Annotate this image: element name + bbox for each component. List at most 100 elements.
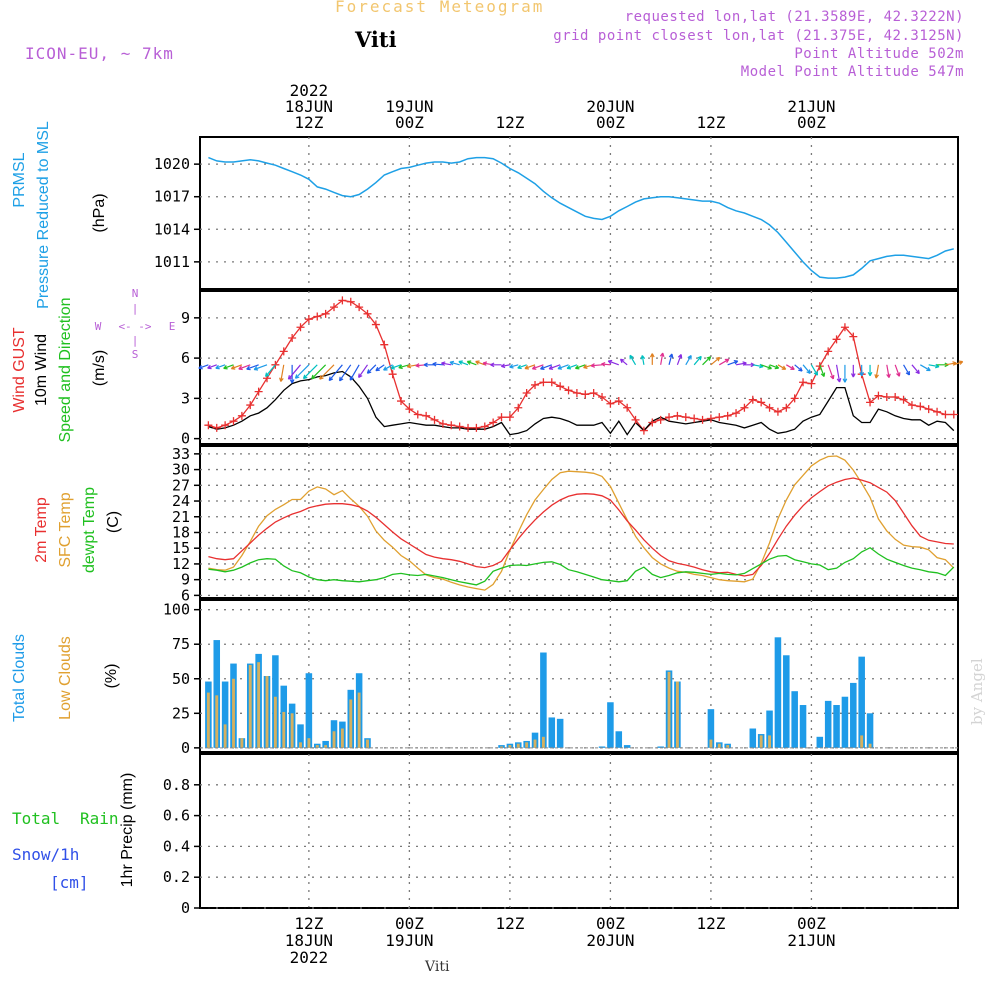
compass-e: E	[169, 320, 176, 333]
wind-arrow	[810, 364, 819, 376]
wind-arrow	[198, 364, 209, 370]
low-cloud-bar	[324, 745, 328, 748]
wind-gust-title: Wind GUST	[11, 327, 28, 413]
wind-arrow	[676, 354, 683, 366]
wind-arrow	[449, 360, 460, 366]
bottom-time-label: 18JUN	[285, 931, 333, 950]
wind-arrow	[619, 358, 628, 366]
precip-legend-total: Total	[12, 809, 60, 828]
gust-marker	[539, 378, 548, 387]
panel-frame	[199, 753, 959, 909]
gust-marker	[212, 423, 221, 432]
low-cloud-bar	[232, 678, 235, 748]
temp-sfc-title: SFC Temp	[57, 492, 74, 567]
wind-arrow	[911, 364, 920, 375]
gust-marker	[422, 411, 431, 420]
gust-marker	[581, 390, 590, 399]
precip-legend-unit: [cm]	[50, 873, 89, 892]
gust-marker	[941, 410, 950, 419]
gust-marker	[430, 415, 439, 424]
gust-marker	[480, 422, 489, 431]
gust-marker	[740, 403, 749, 412]
wind-arrow	[886, 364, 891, 378]
grid-point-location: grid point closest lon,lat (21.375E, 42.…	[553, 28, 964, 44]
series-line-temp2m	[208, 477, 954, 577]
low-cloud-bar	[332, 731, 336, 748]
gust-marker	[246, 401, 255, 410]
y-tick-label: 1020	[154, 155, 190, 173]
wind-arrow	[894, 364, 901, 377]
wind-arrow	[601, 361, 611, 367]
low-cloud-bar	[240, 738, 244, 748]
wind-arrow	[432, 361, 443, 367]
gust-marker	[773, 407, 782, 416]
gust-marker	[455, 422, 464, 431]
panel-frame	[199, 599, 959, 753]
wind-arrow	[264, 364, 276, 378]
gust-marker	[715, 413, 724, 422]
wind-arrow	[827, 364, 835, 380]
gust-marker	[338, 296, 347, 305]
wind-arrow	[338, 364, 352, 382]
total-cloud-bar	[607, 702, 614, 748]
panel-frame	[199, 136, 959, 290]
wind-title: 10m Wind	[33, 334, 50, 406]
gust-marker	[891, 393, 900, 402]
gust-marker	[916, 402, 925, 411]
gust-marker	[606, 399, 615, 408]
gust-marker	[614, 397, 623, 406]
gust-marker	[229, 417, 238, 426]
wind-arrow	[867, 364, 873, 377]
bottom-time-label: 19JUN	[385, 931, 433, 950]
wind-arrow	[850, 364, 856, 378]
gust-marker	[631, 415, 640, 424]
wind-arrow	[466, 360, 477, 366]
low-cloud-bar	[860, 735, 864, 748]
pressure-title-2: Pressure Reduced to MSL	[35, 121, 52, 309]
low-cloud-bar	[349, 699, 353, 748]
y-tick-label: 24	[172, 492, 190, 510]
gust-marker	[765, 403, 774, 412]
bottom-time-label: 12Z	[294, 914, 323, 933]
compass-w: W	[95, 320, 102, 333]
wind-arrow	[358, 364, 369, 379]
wind-arrow	[640, 355, 646, 365]
y-tick-label: 9	[181, 309, 190, 327]
gust-marker	[237, 411, 246, 420]
wind-arrow	[727, 360, 739, 366]
y-tick-label: 0.6	[163, 807, 190, 825]
model-point-altitude: Model Point Altitude 547m	[740, 64, 964, 80]
wind-arrow	[668, 353, 674, 365]
y-tick-label: 27	[172, 476, 190, 494]
top-time-label: 21JUN	[787, 97, 835, 116]
wind-arrow	[500, 363, 511, 369]
compass-ew-glyph: <- ->	[118, 320, 151, 333]
top-time-label: 19JUN	[385, 97, 433, 116]
wind-arrow	[928, 363, 940, 369]
wind-arrow	[874, 364, 880, 379]
gust-marker	[279, 347, 288, 356]
gust-marker	[447, 421, 456, 430]
low-cloud-bar	[768, 735, 771, 748]
total-cloud-bar	[548, 717, 556, 748]
total-cloud-bar	[850, 682, 857, 748]
gust-marker	[648, 418, 657, 427]
wind-arrow	[328, 364, 343, 382]
station-footer: Viti	[425, 959, 450, 975]
low-cloud-bar	[282, 711, 286, 748]
gust-marker	[296, 323, 305, 332]
wind-arrow	[375, 364, 385, 372]
wind-arrow	[475, 360, 485, 366]
wind-arrow	[760, 364, 772, 370]
gust-marker	[933, 407, 942, 416]
precip-title: 1hr Precip (mm)	[119, 773, 136, 888]
wind-arrow	[458, 360, 469, 366]
compass-ns-glyph: |	[132, 302, 139, 315]
y-tick-label: 75	[172, 635, 190, 653]
total-cloud-bar	[766, 710, 773, 748]
bottom-time-label: 21JUN	[787, 931, 835, 950]
wind-arrow	[649, 353, 655, 365]
gust-marker	[907, 401, 916, 410]
wind-direction-title: Speed and Direction	[57, 298, 74, 443]
